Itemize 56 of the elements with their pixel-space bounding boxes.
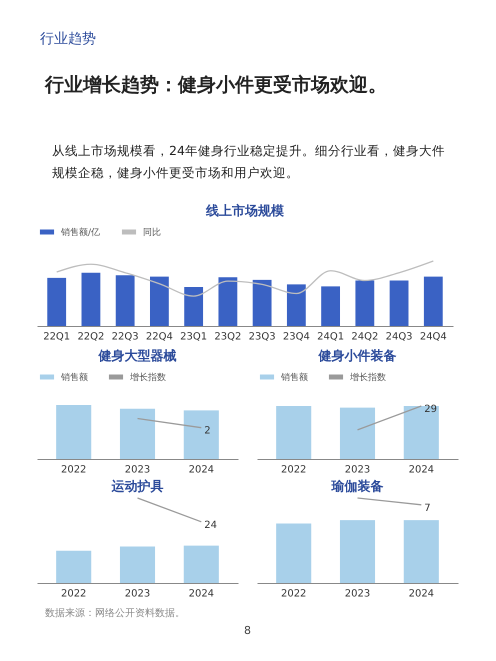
legend-label: 销售额/亿 [60,227,100,238]
bar [82,272,100,326]
legend-label: 同比 [143,227,161,238]
bar [355,280,374,326]
x-tick-label: 2023 [124,588,150,600]
x-tick-label: 2024 [188,464,214,476]
x-tick-label: 2022 [280,588,306,600]
x-tick-label: 22Q4 [146,332,173,342]
x-tick-label: 2023 [344,464,370,476]
bar [150,276,169,326]
bar [321,286,340,326]
chart-title: 瑜伽装备 [330,479,384,494]
x-tick-label: 23Q2 [214,332,242,342]
x-tick-label: 22Q1 [43,332,70,342]
x-tick-label: 2024 [408,464,434,476]
x-tick-label: 2023 [124,464,150,476]
x-tick-label: 23Q1 [180,332,208,342]
bar [116,275,135,326]
text: 行业趋势 [40,30,96,48]
chart-title: 线上市场规模 [205,203,284,219]
chart-title: 健身大型器械 [98,349,176,364]
x-tick-label: 2024 [188,588,214,600]
x-tick-label: 2022 [280,464,306,476]
x-tick-label: 23Q4 [282,332,310,342]
x-tick-label: 2022 [60,588,86,600]
text: 从线上市场规模看，24年健身行业稳定提升。细分行业看，健身大件规模企稳，健身小件更受市场和用户欢迎。 [52,142,446,182]
legend-label: 销售额 [60,372,88,383]
source-note: 数据来源：网络公开资料数据。 [45,606,185,620]
bar [390,280,408,326]
x-tick-label: 22Q3 [112,332,139,342]
x-tick-label: 24Q1 [317,332,344,342]
annotation: 29 [424,404,438,415]
x-tick-label: 2024 [408,588,434,600]
x-tick-label: 24Q2 [351,332,378,342]
bar [286,284,306,326]
x-tick-label: 24Q3 [386,332,413,342]
text: 行业增长趋势：健身小件更受市场欢迎。 [45,73,387,98]
chart-title: 运动护具 [110,478,164,494]
bar [252,280,272,326]
annotation: 2 [204,426,211,437]
text: 8 [244,624,251,637]
bar [424,276,443,326]
legend-label: 销售额 [280,372,308,383]
bar [184,287,204,326]
annotation: 24 [204,520,218,531]
x-tick-label: 2022 [60,464,86,476]
bar [47,278,66,326]
legend-label: 增长指数 [349,372,386,383]
x-tick-label: 22Q2 [77,332,104,342]
legend-label: 增长指数 [129,372,166,383]
x-tick-label: 23Q3 [248,332,276,342]
x-tick-label: 24Q4 [420,332,447,342]
annotation: 7 [424,502,431,514]
x-tick-label: 2023 [344,588,370,600]
chart-title: 健身小件装备 [318,349,396,364]
bar [218,277,238,326]
